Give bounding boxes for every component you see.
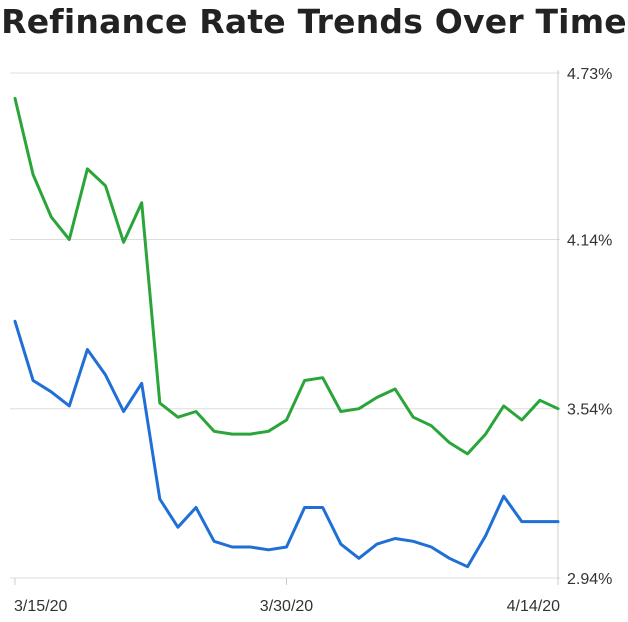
- x-tick-label-0: 3/15/20: [14, 598, 67, 615]
- x-tick-label-1: 3/30/20: [260, 598, 313, 615]
- series-line-0: [13, 96, 560, 456]
- y-tick-label-3: 2.94%: [567, 571, 612, 588]
- y-tick-label-1: 4.14%: [567, 232, 612, 249]
- x-tick-label-2: 4/14/20: [507, 598, 560, 615]
- y-tick-label-2: 3.54%: [567, 402, 612, 419]
- series-line-1: [13, 319, 560, 569]
- y-tick-label-0: 4.73%: [567, 66, 612, 83]
- chart-title: Refinance Rate Trends Over Time: [1, 2, 627, 41]
